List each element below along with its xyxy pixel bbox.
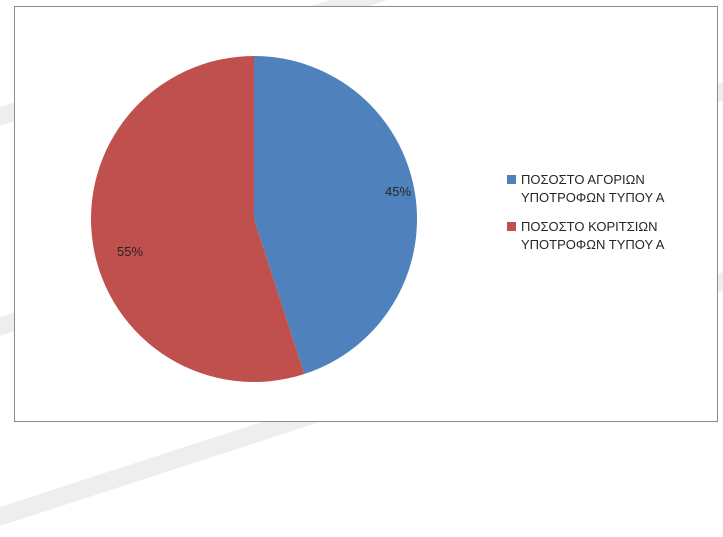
pie-chart: 45% 55% (90, 56, 417, 382)
pie-slice-1 (254, 56, 417, 375)
legend-item-1: ΠΟΣΟΣΤΟ ΑΓΟΡΙΩΝ ΥΠΟΤΡΟΦΩΝ ΤΥΠΟΥ Α (507, 171, 723, 207)
legend: ΠΟΣΟΣΤΟ ΑΓΟΡΙΩΝ ΥΠΟΤΡΟΦΩΝ ΤΥΠΟΥ Α ΠΟΣΟΣΤΟ… (507, 171, 723, 265)
data-label-2: 55% (117, 244, 143, 259)
legend-item-2: ΠΟΣΟΣΤΟ ΚΟΡΙΤΣΙΩΝ ΥΠΟΤΡΟΦΩΝ ΤΥΠΟΥ Α (507, 218, 723, 254)
legend-label: ΠΟΣΟΣΤΟ ΚΟΡΙΤΣΙΩΝ ΥΠΟΤΡΟΦΩΝ ΤΥΠΟΥ Α (521, 219, 665, 252)
legend-swatch (507, 175, 516, 184)
pie-slice-2 (90, 56, 305, 382)
legend-label: ΠΟΣΟΣΤΟ ΑΓΟΡΙΩΝ ΥΠΟΤΡΟΦΩΝ ΤΥΠΟΥ Α (521, 172, 665, 205)
legend-swatch (507, 222, 516, 231)
chart-area: 45% 55% ΠΟΣΟΣΤΟ ΑΓΟΡΙΩΝ ΥΠΟΤΡΟΦΩΝ ΤΥΠΟΥ Α… (14, 6, 718, 422)
data-label-1: 45% (385, 184, 411, 199)
